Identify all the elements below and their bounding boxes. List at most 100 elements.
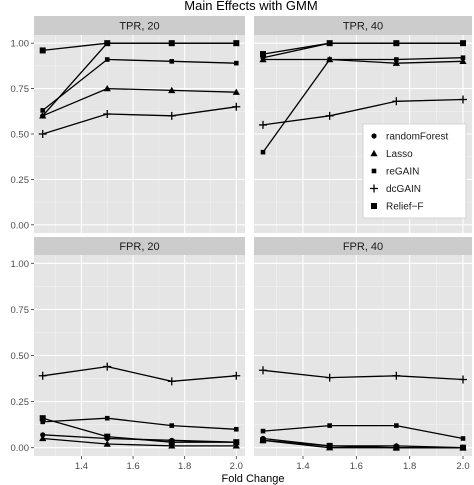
series bbox=[259, 366, 467, 384]
data-point bbox=[40, 108, 46, 113]
facet-strip bbox=[34, 237, 245, 255]
series-line bbox=[262, 98, 464, 126]
data-point bbox=[393, 444, 400, 451]
data-point bbox=[232, 88, 240, 95]
y-tick-label: 0.50 bbox=[11, 130, 30, 141]
series bbox=[260, 40, 466, 58]
series-line bbox=[262, 57, 464, 153]
x-tick-label: 1.4 bbox=[75, 461, 88, 472]
legend-key bbox=[370, 149, 378, 157]
x-tick-label: 1.6 bbox=[350, 461, 363, 472]
series bbox=[40, 415, 239, 432]
data-point bbox=[39, 415, 46, 422]
data-point bbox=[260, 428, 266, 434]
data-point bbox=[232, 442, 240, 449]
x-tick-label: 2.0 bbox=[230, 461, 243, 472]
legend-label: Lasso bbox=[386, 149, 413, 160]
series bbox=[40, 57, 239, 113]
series bbox=[39, 434, 240, 449]
data-point bbox=[460, 55, 466, 61]
series bbox=[260, 55, 466, 155]
legend-label: dcGAIN bbox=[386, 184, 421, 195]
facet-strip bbox=[254, 16, 472, 35]
data-point bbox=[38, 371, 47, 380]
legend-label: Relief−F bbox=[386, 202, 424, 213]
y-tick-label: 0.25 bbox=[11, 175, 30, 186]
data-point bbox=[392, 59, 400, 66]
series-line bbox=[42, 106, 237, 135]
data-point bbox=[168, 439, 175, 446]
data-point bbox=[103, 84, 111, 92]
data-point bbox=[260, 149, 266, 155]
legend-key bbox=[370, 184, 378, 193]
series-line bbox=[262, 439, 463, 449]
data-point bbox=[327, 423, 332, 428]
facet-strip-label: FPR, 40 bbox=[343, 241, 383, 253]
facet-strip bbox=[34, 16, 245, 35]
data-point bbox=[233, 40, 240, 47]
legend-entry: reGAIN bbox=[371, 167, 419, 178]
data-point bbox=[325, 111, 334, 120]
data-point bbox=[259, 120, 267, 129]
facet-panel: FPR, 40 bbox=[254, 237, 472, 456]
facet-strip bbox=[254, 237, 472, 255]
data-point bbox=[460, 40, 466, 47]
data-point bbox=[232, 371, 241, 380]
series-line bbox=[42, 42, 237, 52]
data-point bbox=[168, 86, 176, 94]
y-tick-label: 0.00 bbox=[11, 443, 30, 454]
data-point bbox=[168, 442, 176, 449]
series-line bbox=[263, 58, 464, 64]
data-point bbox=[169, 423, 175, 428]
facet-strip-label: TPR, 40 bbox=[343, 21, 383, 33]
data-point bbox=[460, 436, 466, 441]
x-tick-label: 1.8 bbox=[403, 461, 416, 472]
data-point bbox=[167, 111, 176, 120]
chart-title: Main Effects with GMM bbox=[184, 0, 317, 13]
data-point bbox=[392, 371, 401, 380]
series bbox=[39, 84, 240, 119]
data-point bbox=[169, 59, 175, 64]
y-tick-label: 0.50 bbox=[11, 351, 30, 362]
x-tick-label: 1.4 bbox=[296, 461, 309, 472]
data-point bbox=[326, 40, 333, 47]
legend-entry: randomForest bbox=[371, 132, 448, 143]
data-point bbox=[394, 57, 399, 62]
series-line bbox=[262, 369, 464, 381]
series-line bbox=[42, 417, 237, 443]
data-point bbox=[103, 110, 112, 119]
data-point bbox=[327, 57, 332, 62]
facet-strip-label: TPR, 20 bbox=[119, 21, 159, 33]
data-point bbox=[39, 112, 47, 119]
legend-label: randomForest bbox=[386, 132, 448, 143]
data-point bbox=[40, 432, 46, 438]
data-point bbox=[39, 434, 47, 442]
series bbox=[39, 415, 240, 446]
legend: randomForest Lasso reGAIN dcGAIN Relief−F bbox=[362, 123, 467, 219]
legend-key bbox=[371, 133, 377, 139]
data-point bbox=[233, 60, 239, 66]
data-point bbox=[259, 55, 267, 63]
series bbox=[38, 362, 241, 386]
series-line bbox=[262, 424, 464, 440]
legend-key bbox=[371, 203, 377, 209]
data-point bbox=[460, 444, 466, 451]
facet-panel: FPR, 20 bbox=[34, 237, 245, 456]
series-line bbox=[42, 87, 237, 117]
data-point bbox=[394, 423, 399, 428]
x-tick-label: 1.6 bbox=[126, 461, 139, 472]
data-point bbox=[40, 419, 46, 425]
series bbox=[38, 102, 241, 138]
series-line bbox=[42, 437, 237, 447]
series bbox=[260, 423, 466, 441]
y-tick-label: 1.00 bbox=[11, 39, 30, 50]
data-point bbox=[104, 415, 110, 421]
data-point bbox=[233, 439, 240, 446]
series-line bbox=[262, 42, 463, 55]
facet-panels: TPR, 20 TPR, 40 FPR, 20 FPR, 40 bbox=[34, 16, 472, 456]
data-point bbox=[260, 437, 266, 444]
y-axes: 0.00 0.25 0.50 0.75 1.00 0.00 0.25 0.50 0.75 1.00 bbox=[11, 39, 34, 454]
y-tick-label: 0.25 bbox=[11, 397, 30, 408]
series bbox=[260, 437, 466, 451]
